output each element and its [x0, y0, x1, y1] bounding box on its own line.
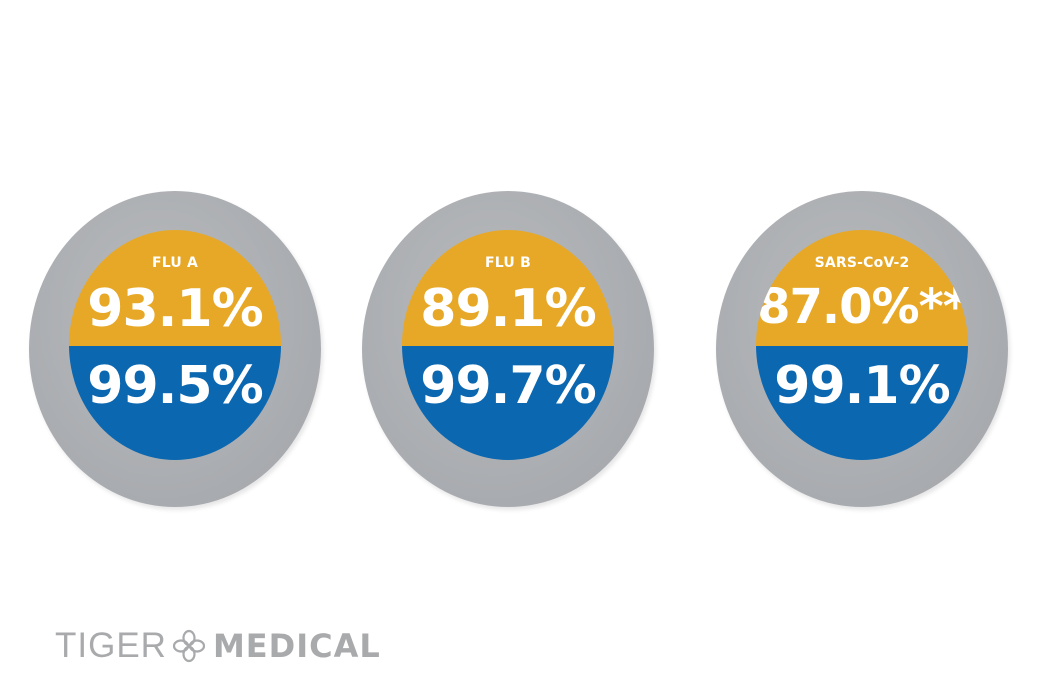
- badge-flu-a: FLU A 93.1% 99.5%: [29, 191, 321, 507]
- badge-flu-b: FLU B 89.1% 99.7%: [362, 191, 654, 507]
- badge-disc: FLU A 93.1% 99.5%: [69, 230, 281, 460]
- badge-upper-value: 89.1%: [420, 279, 596, 339]
- badge-upper-half: [756, 230, 968, 347]
- badge-disc: SARS-CoV-2 87.0%** 99.1%: [756, 230, 968, 460]
- badge-sars-cov-2: SARS-CoV-2 87.0%** 99.1%: [716, 191, 1008, 507]
- badge-lower-half: [69, 346, 281, 460]
- badge-lower-value: 99.1%: [774, 356, 950, 416]
- tiger-medical-emblem-icon: [172, 629, 206, 663]
- badge-upper-value: 87.0%**: [757, 279, 968, 335]
- badge-label: SARS-CoV-2: [814, 255, 910, 271]
- logo-word-tiger: TIGER: [55, 626, 167, 665]
- badge-upper-half: [69, 230, 281, 347]
- tiger-medical-logo: TIGER MEDICAL: [55, 626, 381, 666]
- badge-label: FLU A: [151, 255, 199, 271]
- badge-label: FLU B: [485, 255, 531, 271]
- badge-lower-half: [756, 346, 968, 460]
- badge-upper-value: 93.1%: [87, 279, 263, 339]
- badge-lower-value: 99.5%: [87, 356, 263, 416]
- badge-disc: FLU B 89.1% 99.7%: [402, 230, 614, 460]
- logo-word-medical: MEDICAL: [212, 627, 381, 665]
- badge-lower-value: 99.7%: [420, 356, 596, 416]
- badge-lower-half: [402, 346, 614, 460]
- badge-upper-half: [402, 230, 614, 347]
